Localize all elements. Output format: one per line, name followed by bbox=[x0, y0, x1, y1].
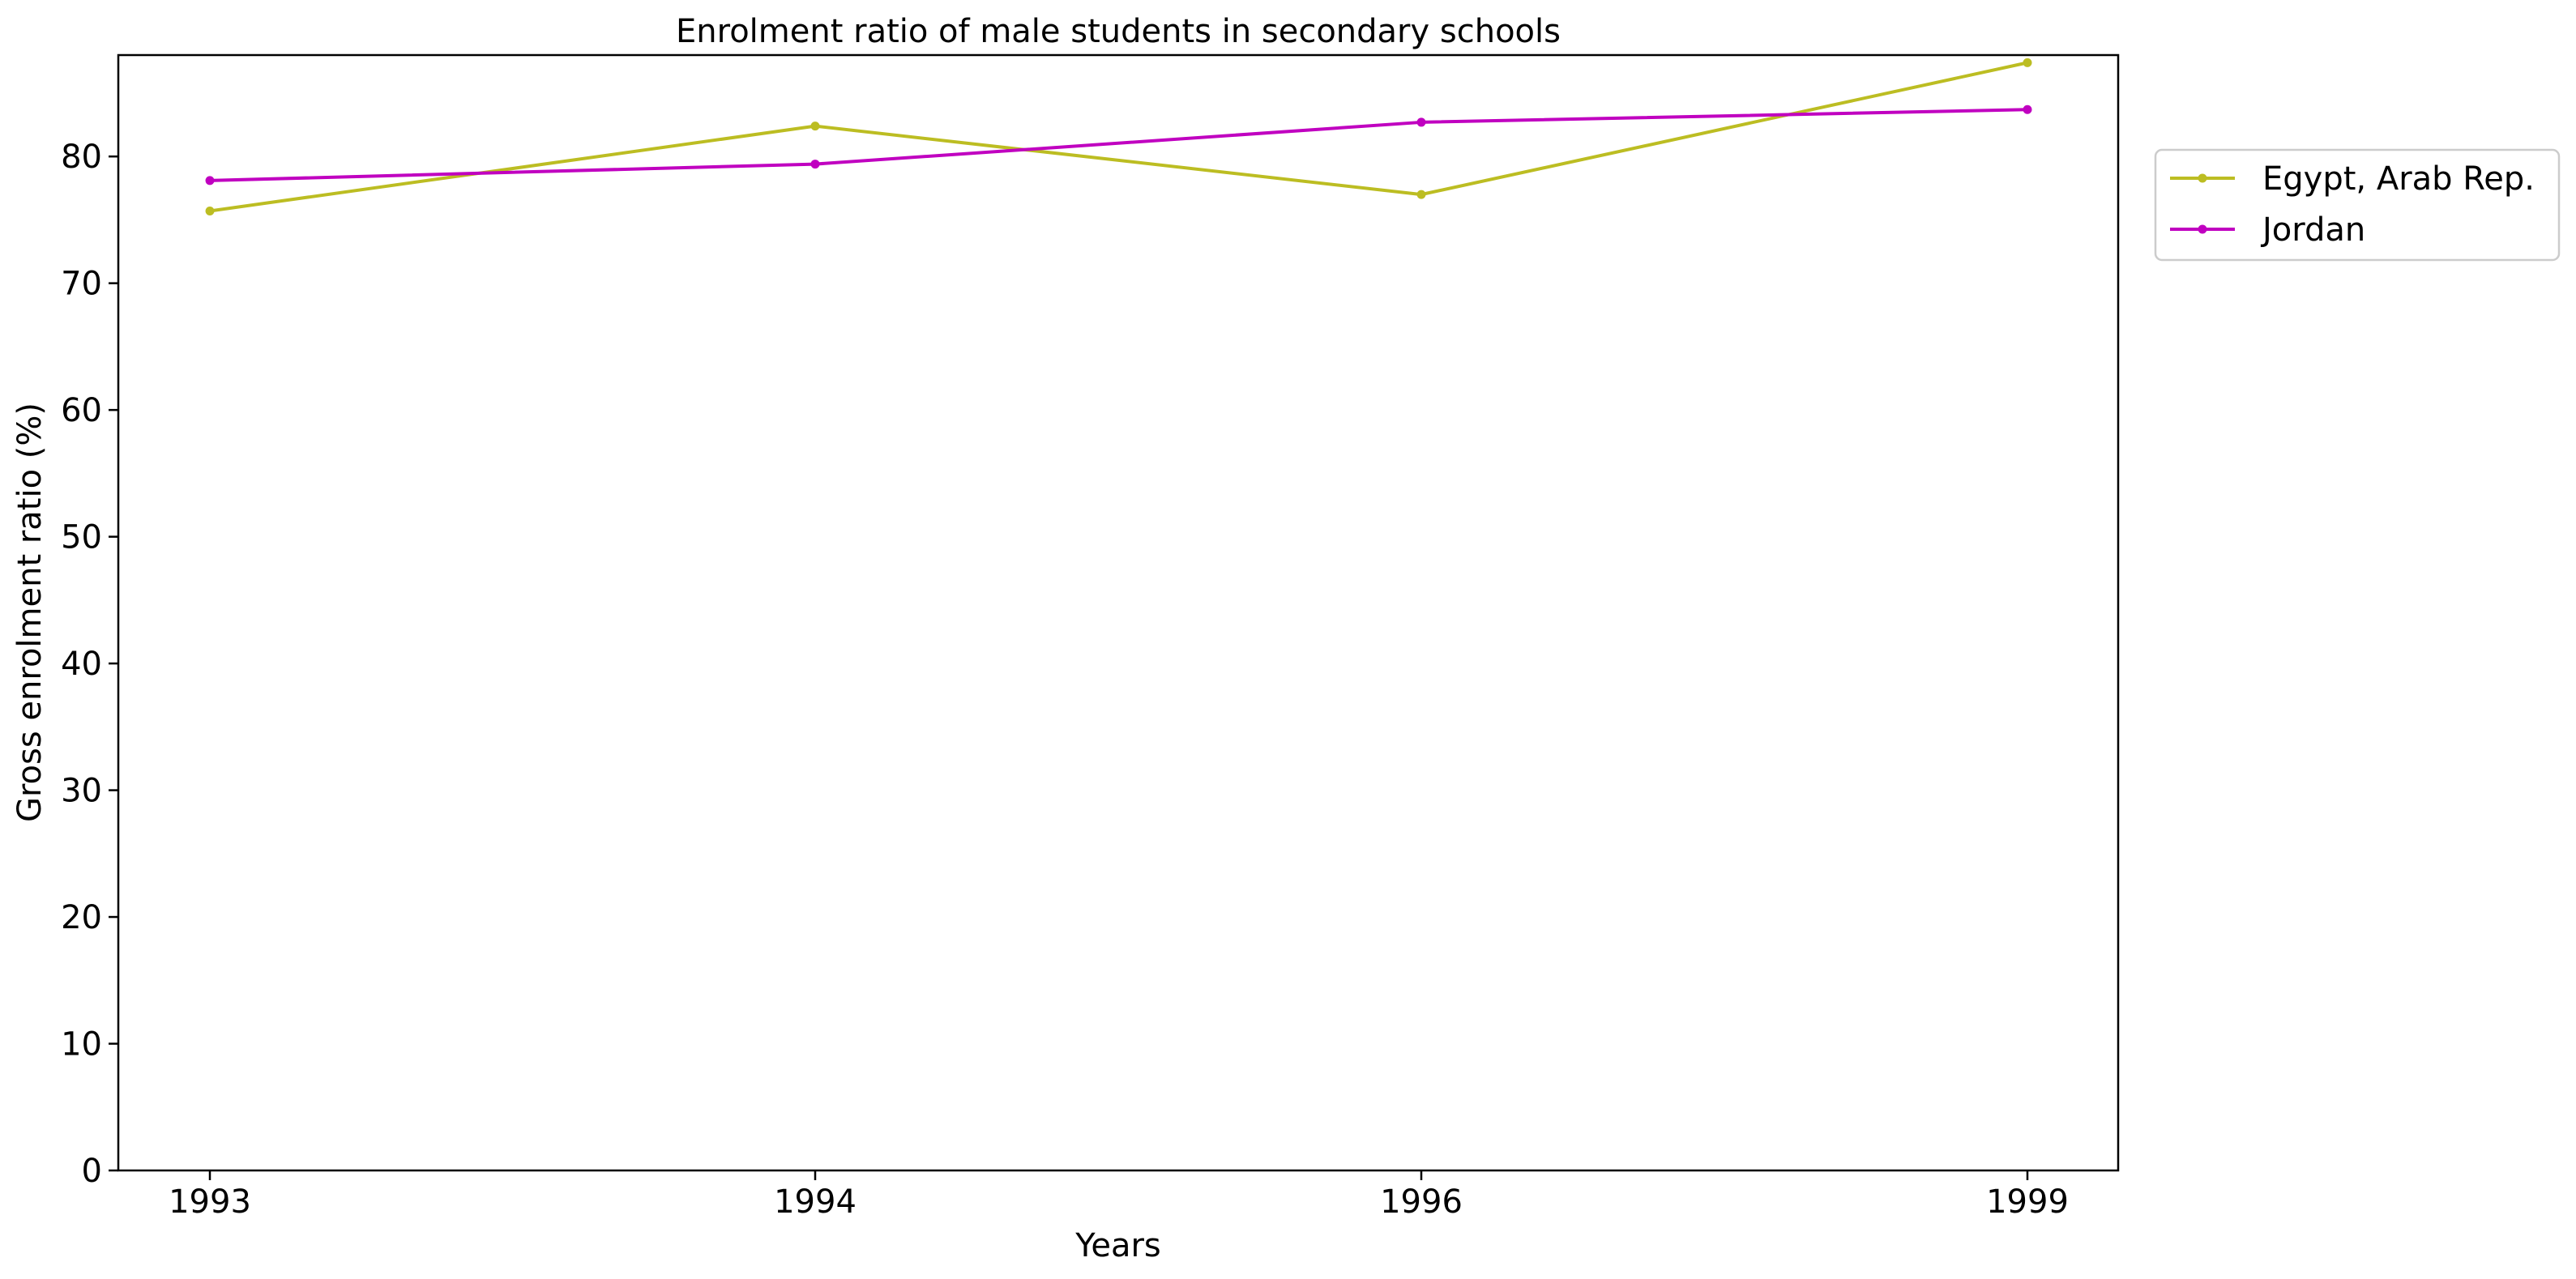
plot-area bbox=[117, 53, 2120, 1172]
data-point bbox=[810, 160, 820, 169]
legend-label: Egypt, Arab Rep. bbox=[2262, 160, 2535, 198]
y-tick-label: 10 bbox=[61, 1026, 102, 1064]
data-point bbox=[810, 122, 820, 131]
y-tick-label: 70 bbox=[61, 266, 102, 303]
y-tick-label: 0 bbox=[82, 1153, 102, 1190]
x-tick-label: 1994 bbox=[774, 1183, 857, 1221]
legend-swatch-marker bbox=[2198, 224, 2207, 234]
data-point bbox=[205, 176, 215, 185]
data-point bbox=[2023, 104, 2032, 114]
x-tick-label: 1993 bbox=[169, 1183, 251, 1221]
chart-title: Enrolment ratio of male students in seco… bbox=[676, 13, 1561, 50]
y-tick-label: 60 bbox=[61, 392, 102, 429]
data-point bbox=[2023, 58, 2032, 67]
data-point bbox=[1416, 117, 1426, 127]
y-axis-label: Gross enrolment ratio (%) bbox=[11, 403, 49, 822]
x-tick-label: 1996 bbox=[1380, 1183, 1463, 1221]
series-line-0 bbox=[209, 61, 2028, 213]
legend-frame bbox=[2154, 148, 2561, 262]
data-point bbox=[205, 206, 215, 215]
legend-swatch-marker bbox=[2198, 173, 2207, 183]
x-axis: 1993 1994 1996 1999 bbox=[169, 1170, 2069, 1221]
legend: Egypt, Arab Rep. Jordan bbox=[2154, 148, 2561, 262]
legend-label: Jordan bbox=[2260, 211, 2365, 249]
x-tick-label: 1999 bbox=[1986, 1183, 2069, 1221]
x-axis-label: Years bbox=[1074, 1227, 1161, 1264]
series-layer bbox=[205, 58, 2032, 215]
y-tick-label: 30 bbox=[61, 773, 102, 810]
y-tick-label: 20 bbox=[61, 899, 102, 936]
y-tick-label: 40 bbox=[61, 646, 102, 683]
y-axis: 0 10 20 30 40 50 60 70 80 bbox=[61, 139, 118, 1190]
y-tick-label: 50 bbox=[61, 519, 102, 556]
y-tick-label: 80 bbox=[61, 139, 102, 176]
data-point bbox=[1416, 190, 1426, 199]
series-line-1 bbox=[209, 108, 2028, 182]
